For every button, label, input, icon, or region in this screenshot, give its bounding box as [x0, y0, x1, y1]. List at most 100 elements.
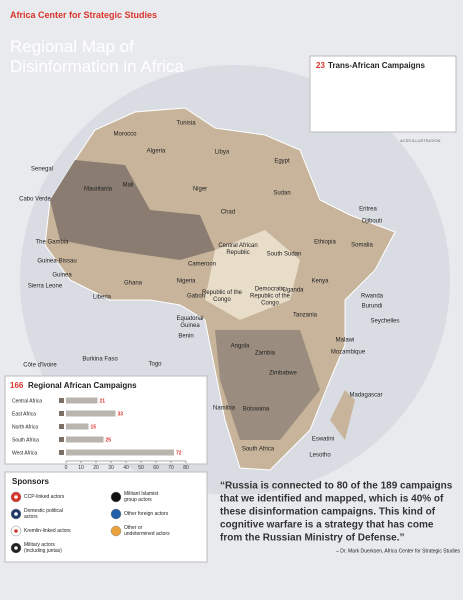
country-label: Sudan: [273, 190, 291, 197]
country-label: Cameroon: [187, 261, 216, 268]
country-label: Tunisia: [176, 120, 196, 127]
country-label: Egypt: [274, 158, 290, 165]
category-swatch: [59, 437, 64, 442]
country-label: Chad: [220, 209, 236, 216]
bar: [66, 423, 89, 430]
country-label: Central African Republic: [218, 243, 258, 256]
country-label: Eswatini: [311, 436, 335, 443]
country-label: Tanzania: [292, 312, 318, 319]
legend-title: Sponsors: [12, 477, 49, 486]
country-label: Malawi: [335, 337, 355, 344]
trans-count: 23: [316, 61, 325, 70]
country-label: Morocco: [113, 131, 137, 138]
country-label: Mali: [122, 182, 134, 189]
country-label: Djibouti: [361, 218, 382, 225]
country-label: Cabo Verde: [19, 196, 51, 203]
south-region: [215, 330, 320, 440]
bar-chart-box: [4, 375, 208, 465]
country-label: Nigeria: [176, 278, 196, 285]
bar: [66, 410, 116, 417]
legend-label: Domestic political actors: [24, 508, 63, 520]
category-label: South Africa: [12, 438, 39, 444]
country-label: Namibia: [212, 405, 235, 412]
x-tick-label: 0: [65, 465, 68, 471]
x-tick-label: 10: [78, 465, 84, 471]
legend-label: CCP-linked actors: [24, 494, 65, 500]
country-label: Burkina Faso: [82, 356, 118, 363]
value-label: 15: [91, 425, 97, 431]
central-region: [205, 230, 300, 320]
country-label: Ghana: [123, 280, 142, 287]
x-tick-label: 80: [183, 465, 189, 471]
country-label: Burundi: [361, 303, 383, 310]
country-label: South Sudan: [266, 251, 302, 258]
bar: [66, 449, 174, 456]
country-label: Madagascar: [349, 392, 383, 399]
country-label: Rwanda: [360, 293, 383, 300]
legend-label: Other or undetermined actors: [124, 525, 170, 537]
legend-label: Militant Islamist group actors: [124, 491, 159, 503]
country-label: Somalia: [351, 242, 373, 249]
value-label: 33: [118, 412, 124, 418]
legend-icon-mark: [14, 512, 18, 516]
country-label: Algeria: [146, 148, 166, 155]
legend-icon: [110, 525, 122, 537]
country-label: Senegal: [30, 166, 54, 173]
x-tick-label: 50: [138, 465, 144, 471]
category-label: East Africa: [12, 412, 36, 418]
country-label: Eritrea: [359, 206, 377, 213]
trans-label: Trans-African Campaigns: [328, 61, 425, 70]
country-label: Seychelles: [370, 318, 400, 325]
chart-title: Regional African Campaigns: [28, 381, 137, 390]
country-label: Equatorial Guinea: [176, 316, 204, 329]
country-label: Ethiopia: [314, 239, 336, 246]
quote-attribution: – Dr. Mark Duerksen, Africa Center for S…: [336, 548, 460, 555]
x-tick-label: 20: [93, 465, 99, 471]
value-label: 25: [106, 438, 112, 444]
legend-box: [4, 471, 208, 563]
country-label: Mozambique: [330, 349, 366, 356]
category-label: Central Africa: [12, 399, 42, 405]
sahel-region: [50, 160, 215, 260]
country-label: Uganda: [282, 287, 304, 294]
legend-icon-mark: [14, 546, 18, 550]
country-label: The Gambia: [35, 239, 69, 246]
country-label: Liberia: [92, 294, 111, 301]
x-tick-label: 60: [153, 465, 159, 471]
country-label: South Africa: [241, 446, 275, 453]
credit: ACSS ILLUSTRATION: [400, 138, 440, 143]
category-label: West Africa: [12, 451, 37, 457]
bar: [66, 397, 98, 404]
trans-african-box: [309, 55, 457, 133]
country-label: Togo: [148, 361, 162, 368]
chart-count: 166: [10, 381, 24, 390]
country-label: Democratic Republic of the Congo: [249, 286, 291, 307]
country-label: Benin: [178, 333, 194, 340]
category-swatch: [59, 398, 64, 403]
x-tick-label: 70: [168, 465, 174, 471]
legend-icon: [110, 491, 122, 503]
country-label: Lesotho: [309, 452, 331, 459]
legend-label: Kremlin-linked actors: [24, 528, 71, 534]
category-swatch: [59, 424, 64, 429]
value-label: 72: [176, 451, 182, 457]
legend-icon-mark: [14, 529, 18, 533]
country-label: Sierra Leone: [27, 283, 63, 290]
madagascar-shape: [330, 390, 355, 440]
category-swatch: [59, 411, 64, 416]
bar: [66, 436, 104, 443]
country-label: Zambia: [254, 350, 275, 357]
country-label: Zimbabwe: [269, 370, 297, 377]
legend-icon-mark: [14, 495, 18, 499]
country-label: Guinea: [52, 272, 72, 279]
legend-icon: [110, 508, 122, 520]
title-line: Regional Map of: [10, 37, 134, 56]
country-label: Kenya: [311, 278, 329, 285]
title-line: Disinformation in Africa: [10, 57, 184, 76]
quote: “Russia is connected to 80 of the 189 ca…: [220, 480, 453, 544]
category-label: North Africa: [12, 425, 38, 431]
country-label: Niger: [192, 186, 208, 193]
country-label: Libya: [214, 149, 230, 156]
